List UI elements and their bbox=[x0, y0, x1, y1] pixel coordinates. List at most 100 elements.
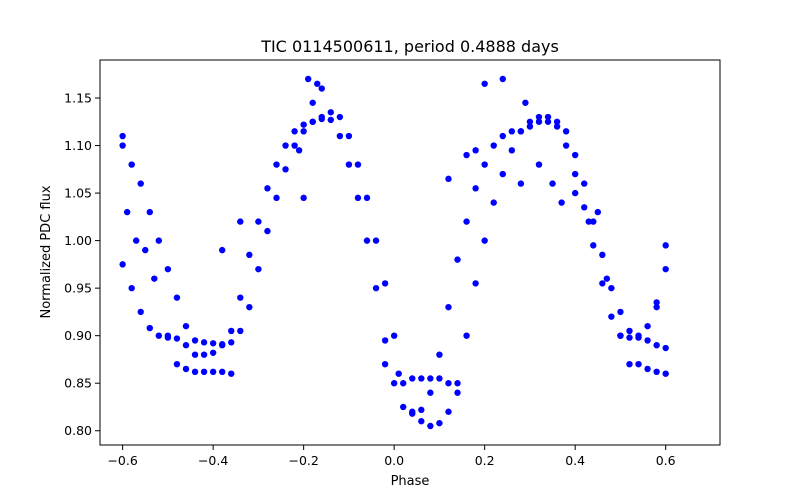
data-point bbox=[585, 218, 592, 225]
data-point bbox=[255, 218, 262, 225]
data-point bbox=[237, 218, 244, 225]
data-point bbox=[535, 118, 543, 125]
data-point bbox=[662, 344, 669, 352]
data-point bbox=[481, 161, 488, 168]
x-tick-label: 0.6 bbox=[656, 453, 676, 468]
data-point bbox=[409, 375, 416, 382]
data-point bbox=[119, 132, 126, 140]
data-point bbox=[653, 303, 660, 311]
data-point bbox=[418, 406, 425, 414]
data-point bbox=[549, 180, 556, 187]
data-point bbox=[662, 370, 669, 377]
data-point bbox=[291, 142, 298, 149]
data-point bbox=[282, 166, 289, 173]
data-point bbox=[626, 327, 633, 335]
data-point bbox=[644, 337, 651, 344]
data-point bbox=[173, 294, 181, 301]
data-point bbox=[590, 242, 597, 249]
data-point bbox=[653, 368, 660, 375]
data-point bbox=[617, 332, 624, 339]
data-point bbox=[137, 308, 144, 316]
data-point bbox=[133, 237, 140, 244]
data-point bbox=[164, 265, 172, 273]
data-point bbox=[345, 161, 353, 168]
data-point bbox=[599, 280, 606, 287]
x-tick-label: −0.2 bbox=[288, 453, 318, 468]
data-point bbox=[182, 341, 190, 349]
data-point bbox=[191, 351, 199, 358]
data-point bbox=[599, 251, 606, 259]
data-point bbox=[295, 147, 303, 154]
x-axis-ticks: −0.6 −0.4 −0.2 0.0 0.2 0.4 0.6 bbox=[107, 445, 676, 468]
data-point bbox=[228, 370, 235, 377]
data-point bbox=[395, 370, 402, 377]
data-point bbox=[218, 246, 226, 254]
x-tick-label: −0.4 bbox=[198, 453, 228, 468]
data-point bbox=[151, 275, 158, 282]
y-tick-label: 1.10 bbox=[64, 138, 92, 153]
data-point bbox=[363, 194, 371, 202]
data-point bbox=[463, 218, 470, 225]
data-point bbox=[427, 375, 434, 382]
data-point bbox=[200, 351, 208, 358]
data-point bbox=[200, 368, 208, 375]
data-point bbox=[400, 403, 407, 411]
data-point bbox=[436, 375, 443, 382]
data-point bbox=[119, 261, 126, 268]
data-point bbox=[454, 256, 461, 263]
data-point bbox=[508, 147, 516, 154]
data-point bbox=[119, 142, 126, 149]
data-point bbox=[571, 151, 579, 159]
y-tick-label: 1.05 bbox=[64, 186, 92, 201]
y-tick-label: 1.00 bbox=[64, 233, 92, 248]
data-point bbox=[304, 75, 312, 83]
data-point bbox=[354, 194, 362, 202]
data-point bbox=[653, 341, 660, 349]
data-point bbox=[291, 128, 298, 135]
data-point bbox=[508, 128, 516, 135]
y-axis-ticks: 0.80 0.85 0.90 0.95 1.00 1.05 1.10 1.15 bbox=[64, 91, 100, 438]
data-point bbox=[146, 208, 153, 216]
y-tick-label: 0.90 bbox=[64, 328, 92, 343]
data-point bbox=[173, 335, 181, 342]
data-point bbox=[409, 408, 416, 415]
data-point bbox=[522, 99, 529, 106]
data-point bbox=[282, 142, 289, 149]
data-point bbox=[381, 361, 389, 368]
x-tick-label: −0.6 bbox=[107, 453, 137, 468]
data-point bbox=[146, 324, 153, 332]
data-point bbox=[481, 80, 488, 87]
data-point bbox=[499, 132, 506, 140]
x-tick-label: 0.0 bbox=[384, 453, 404, 468]
data-point bbox=[617, 308, 624, 316]
x-tick-label: 0.4 bbox=[565, 453, 585, 468]
data-point bbox=[228, 327, 235, 335]
data-point bbox=[590, 218, 597, 225]
data-point bbox=[336, 113, 344, 121]
data-point bbox=[209, 349, 217, 356]
data-point bbox=[535, 161, 543, 168]
data-point bbox=[472, 280, 479, 287]
y-tick-label: 0.85 bbox=[64, 376, 92, 391]
data-point bbox=[553, 118, 561, 125]
data-point bbox=[363, 237, 371, 244]
data-point bbox=[608, 313, 615, 320]
x-tick-label: 0.2 bbox=[475, 453, 495, 468]
data-point bbox=[463, 151, 470, 159]
data-point bbox=[517, 180, 525, 187]
data-point bbox=[237, 294, 244, 301]
data-point bbox=[526, 118, 534, 125]
data-point bbox=[155, 332, 163, 339]
data-point bbox=[635, 361, 642, 368]
data-point bbox=[264, 185, 271, 192]
data-point bbox=[300, 128, 307, 135]
data-point bbox=[499, 75, 506, 83]
data-point bbox=[381, 337, 389, 344]
data-point bbox=[309, 99, 316, 106]
data-point bbox=[273, 161, 280, 168]
data-point bbox=[209, 368, 217, 375]
data-point bbox=[400, 380, 407, 387]
data-point bbox=[246, 303, 253, 311]
data-point bbox=[372, 237, 380, 244]
